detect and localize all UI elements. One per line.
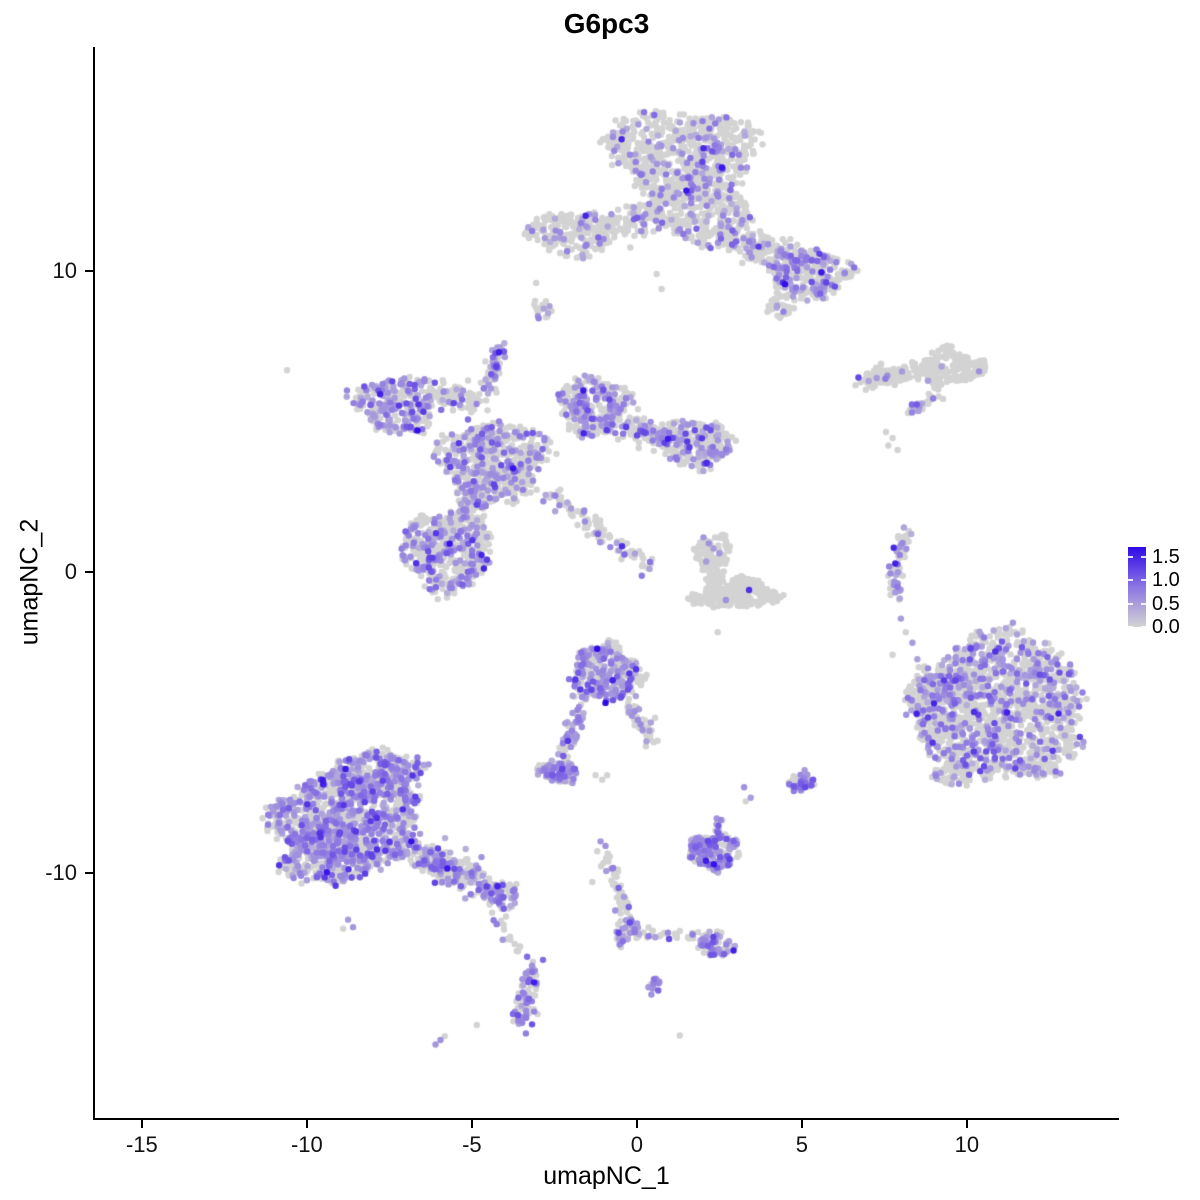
x-tick-mark <box>635 1120 638 1128</box>
legend-tick-label: 0.5 <box>1152 592 1180 615</box>
plot-title: G6pc3 <box>563 8 650 39</box>
y-tick-mark <box>85 871 93 874</box>
legend-tick-mark <box>1141 626 1146 628</box>
y-tick-label: 10 <box>52 257 77 283</box>
x-tick-mark <box>800 1120 803 1128</box>
x-tick-mark <box>305 1120 308 1128</box>
legend-tick-mark <box>1128 626 1133 628</box>
x-tick-label: 0 <box>630 1132 643 1157</box>
x-tick-label: -5 <box>462 1132 482 1157</box>
x-tick-label: -10 <box>290 1132 323 1157</box>
legend-tick-label: 0.0 <box>1152 616 1180 638</box>
y-tick-mark <box>85 269 93 272</box>
legend-tick-label: 1.5 <box>1152 545 1180 568</box>
legend-tick-mark <box>1128 555 1133 558</box>
x-axis-title: umapNC_1 <box>543 1162 670 1190</box>
x-tick-mark <box>470 1120 473 1128</box>
x-tick-label: 10 <box>954 1132 980 1157</box>
x-tick-mark <box>140 1120 143 1128</box>
legend-tick-label: 1.0 <box>1152 569 1180 592</box>
legend-tick-mark <box>1141 579 1146 582</box>
y-tick-label: 0 <box>64 558 77 584</box>
legend-tick-mark <box>1128 579 1133 582</box>
y-tick-label: -10 <box>45 859 77 885</box>
legend-tick-mark <box>1141 555 1146 558</box>
y-tick-mark <box>85 570 93 573</box>
legend-tick-mark <box>1141 602 1146 605</box>
x-tick-label: -15 <box>125 1132 158 1157</box>
x-axis-line <box>93 1118 1119 1120</box>
y-axis-title: umapNC_2 <box>15 518 44 646</box>
x-tick-label: 5 <box>795 1132 808 1157</box>
legend-tick-mark <box>1128 602 1133 605</box>
x-tick-mark <box>965 1120 968 1128</box>
legend-gradient-bar <box>1128 547 1146 627</box>
y-axis-line <box>93 47 95 1120</box>
